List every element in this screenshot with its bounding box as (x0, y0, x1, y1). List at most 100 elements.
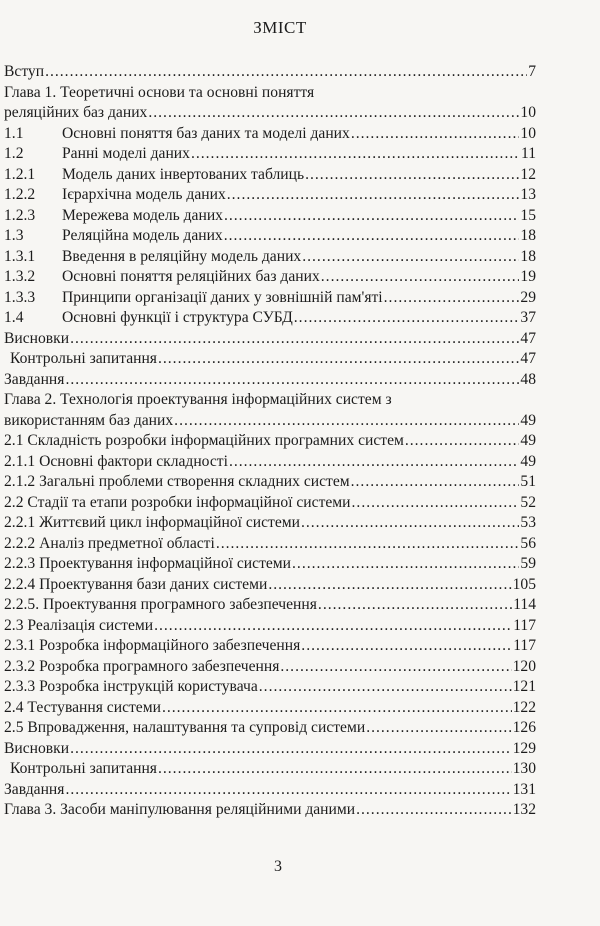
toc-entry: Висновки 47 (4, 329, 536, 350)
toc-entry: 1.3.3 Принципи організації даних у зовніш… (4, 288, 536, 309)
toc-entry-page: 132 (512, 801, 536, 818)
toc-entry: 1.2.3 Мережева модель даних 15 (4, 206, 536, 227)
toc-entry-page: 117 (513, 616, 536, 634)
toc-entry-label: 2.3.3 Розробка інструкцій користувача (4, 678, 258, 695)
dot-leader (356, 800, 512, 821)
dot-leader (294, 308, 520, 329)
toc-entry-number: 1.3.1 (4, 247, 36, 265)
toc-entry: Висновки 129 (4, 739, 536, 760)
dot-leader (45, 62, 527, 83)
toc-entry: Завдання 131 (4, 780, 536, 801)
toc-entry-page: 105 (512, 575, 536, 593)
toc-entry-label: Глава 1. Теоретичні основи та основні по… (4, 83, 315, 101)
toc-entry-label: 2.4 Тестування системи (4, 698, 161, 716)
toc-entry-label: 2.5 Впровадження, налаштування та супров… (4, 719, 366, 736)
toc-entry-number: 1.2 (4, 145, 24, 162)
toc-entry-page: 15 (520, 206, 536, 224)
toc-entry: 1.1 Основні поняття баз даних та моделі д… (4, 124, 536, 145)
toc-entry-label: 2.2.2 Аналіз предметної області (4, 534, 215, 552)
toc-entry: Контрольні запитання 47 (4, 349, 536, 370)
dot-leader (162, 698, 512, 719)
dot-leader (70, 329, 519, 350)
toc-entry-label: Ієрархічна модель даних (62, 186, 226, 203)
dot-leader (158, 759, 512, 780)
toc-entry-page: 126 (512, 719, 536, 736)
page-number: 3 (274, 858, 282, 875)
toc-entry-page: 49 (520, 432, 536, 449)
dot-leader (227, 185, 520, 206)
toc-entry-label: 2.3 Реалізація системи (4, 616, 154, 634)
toc-entry-page: 120 (512, 657, 536, 675)
toc-entry-page: 114 (513, 596, 536, 613)
toc-entry: реляційних баз даних 10 (4, 103, 536, 124)
dot-leader (191, 144, 520, 165)
toc-entry: використанням баз даних 49 (4, 411, 536, 432)
toc-entry-label: 2.2.3 Проектування інформаційної системи (4, 555, 292, 572)
toc-title: ЗМІСТ (253, 18, 307, 37)
dot-leader (384, 288, 520, 309)
dot-leader (224, 226, 520, 247)
toc-entry: 1.3.1 Введення в реляційну модель даних 18 (4, 247, 536, 268)
dot-leader (321, 267, 520, 288)
toc-entry: 2.3 Реалізація системи 117 (4, 616, 536, 637)
dot-leader (70, 739, 512, 760)
dot-leader (154, 616, 512, 637)
dot-leader (229, 452, 519, 473)
dot-leader (174, 411, 519, 432)
toc-entry-page: 18 (520, 227, 536, 244)
toc-entry-label: Висновки (4, 739, 70, 757)
toc-entry: Завдання 48 (4, 370, 536, 391)
toc-entry-number: 1.4 (4, 309, 24, 326)
toc-entry-label: Контрольні запитання (10, 350, 157, 367)
dot-leader (366, 718, 511, 739)
toc-entry-label: Мережева модель даних (62, 206, 223, 224)
dot-leader (305, 165, 519, 186)
toc-entry-label: Реляційна модель даних (62, 227, 223, 244)
toc-entry-page: 129 (512, 739, 536, 757)
dot-leader (292, 554, 519, 575)
toc-entry: Контрольні запитання 130 (4, 759, 536, 780)
toc-entry: 1.3.2 Основні поняття реляційних баз дани… (4, 267, 536, 288)
toc-entry: 2.2.2 Аналіз предметної області 56 (4, 534, 536, 555)
toc-entry-page: 10 (520, 124, 536, 142)
toc-entry-page: 52 (520, 493, 536, 511)
dot-leader (224, 206, 519, 227)
toc-entry: Глава 1. Теоретичні основи та основні по… (4, 83, 536, 104)
toc-entry-label: 2.1.2 Загальні проблеми створення складн… (4, 473, 350, 490)
toc-entry: 2.1.1 Основні фактори складності 49 (4, 452, 536, 473)
toc-entry-label: 2.1.1 Основні фактори складності (4, 452, 228, 470)
toc-entry-label: реляційних баз даних (4, 104, 148, 121)
toc-entry-page: 59 (520, 555, 536, 572)
dot-leader (216, 534, 520, 555)
toc-entry-label: Глава 2. Технологія проектування інформа… (4, 391, 392, 408)
toc-entry-label: Висновки (4, 329, 70, 347)
toc-entry-number: 1.2.2 (4, 186, 36, 203)
toc-entry-label: 2.2 Стадії та етапи розробки інформаційн… (4, 493, 351, 511)
dot-leader (280, 657, 511, 678)
toc-entry-label: Принципи організації даних у зовнішній п… (62, 288, 383, 306)
toc-entry-label: Введення в реляційну модель даних (62, 247, 302, 265)
dot-leader (158, 349, 519, 370)
toc-entry-number: 1.3 (4, 227, 24, 244)
toc-entry-page: 37 (520, 309, 536, 326)
toc-entry: 1.2 Ранні моделі даних 11 (4, 144, 536, 165)
toc-entry-page: 122 (512, 698, 536, 716)
toc-entry: 2.2.3 Проектування інформаційної системи… (4, 554, 536, 575)
toc-entry-label: Вступ (4, 63, 45, 80)
toc-entry-page: 12 (520, 165, 536, 183)
dot-leader (268, 575, 511, 596)
dot-leader (302, 247, 519, 268)
toc-entry-number: 1.2.3 (4, 206, 36, 224)
table-of-contents: Вступ 7 Глава 1. Теоретичні основи та осно… (4, 62, 536, 821)
toc-entry-page: 18 (520, 247, 536, 265)
toc-entry: 2.1.2 Загальні проблеми створення складн… (4, 472, 536, 493)
toc-entry: 1.4 Основні функції і структура СУБД 37 (4, 308, 536, 329)
dot-leader (148, 103, 519, 124)
toc-entry: 1.2.1 Модель даних інвертованих таблиць 12 (4, 165, 536, 186)
toc-entry-label: 2.1 Складність розробки інформаційних пр… (4, 432, 404, 449)
toc-entry-number: 1.1 (4, 124, 24, 142)
toc-entry-page: 56 (520, 534, 536, 552)
dot-leader (352, 493, 520, 514)
dot-leader (301, 513, 519, 534)
toc-entry-label: Основні поняття баз даних та моделі дани… (62, 124, 350, 142)
